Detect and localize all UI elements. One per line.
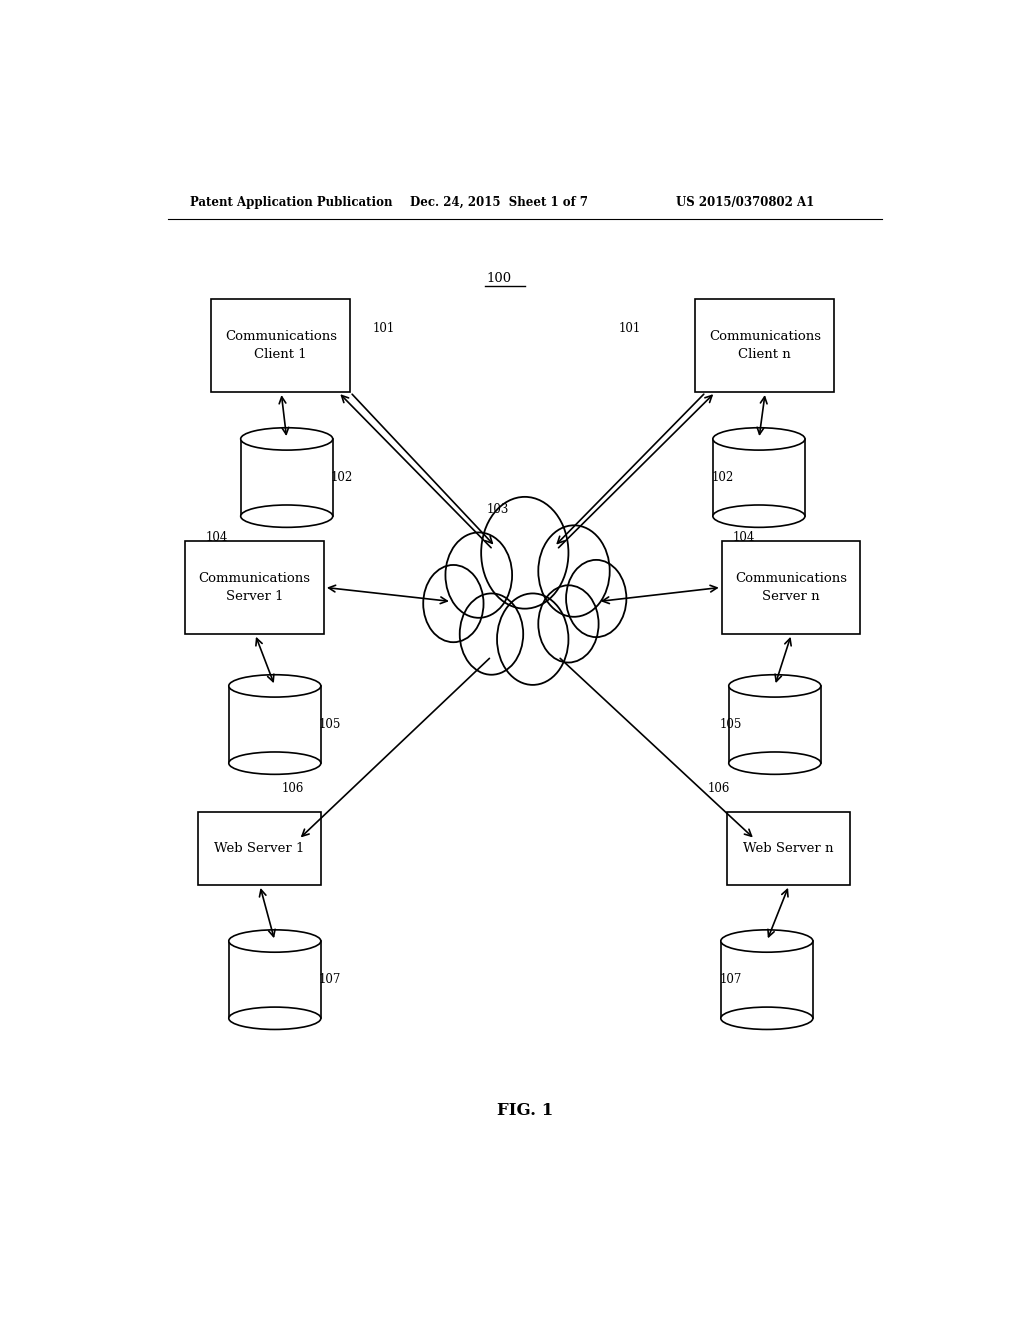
Bar [228,686,321,763]
Ellipse shape [729,675,821,697]
Bar [241,440,333,516]
FancyBboxPatch shape [211,298,350,392]
Text: 106: 106 [709,781,730,795]
Ellipse shape [228,752,321,775]
Text: 105: 105 [719,718,741,731]
Circle shape [539,525,609,616]
Text: 104: 104 [206,531,228,544]
FancyBboxPatch shape [722,541,860,634]
Text: Dec. 24, 2015  Sheet 1 of 7: Dec. 24, 2015 Sheet 1 of 7 [410,195,588,209]
Ellipse shape [713,428,805,450]
Text: 101: 101 [373,322,394,335]
Bar [228,941,321,1018]
Ellipse shape [228,929,321,952]
Ellipse shape [713,506,805,528]
Circle shape [539,585,599,663]
Text: Web Server n: Web Server n [743,842,834,855]
Ellipse shape [241,506,333,528]
FancyBboxPatch shape [198,812,321,886]
Text: Communications
Server n: Communications Server n [735,572,847,603]
Circle shape [497,594,568,685]
Circle shape [445,532,512,618]
Ellipse shape [228,1007,321,1030]
Text: 101: 101 [618,322,641,335]
FancyBboxPatch shape [185,541,324,634]
Ellipse shape [228,675,321,697]
Text: FIG. 1: FIG. 1 [497,1102,553,1119]
Ellipse shape [729,752,821,775]
Text: 102: 102 [331,471,352,484]
Text: US 2015/0370802 A1: US 2015/0370802 A1 [676,195,814,209]
FancyBboxPatch shape [695,298,835,392]
Text: 106: 106 [282,781,303,795]
Text: Patent Application Publication: Patent Application Publication [189,195,392,209]
Circle shape [481,496,568,609]
Text: 102: 102 [712,471,733,484]
Text: 103: 103 [486,503,509,516]
Ellipse shape [721,929,813,952]
Text: 107: 107 [318,973,341,986]
FancyBboxPatch shape [727,812,850,886]
Bar [729,686,821,763]
Ellipse shape [721,1007,813,1030]
Circle shape [460,594,523,675]
Bar [721,941,813,1018]
Bar [713,440,805,516]
Text: Communications
Client n: Communications Client n [709,330,821,360]
Text: 104: 104 [733,531,755,544]
Text: Web Server 1: Web Server 1 [214,842,304,855]
Circle shape [566,560,627,638]
Text: 107: 107 [719,973,741,986]
Text: Communications
Client 1: Communications Client 1 [225,330,337,360]
Ellipse shape [241,428,333,450]
Text: 105: 105 [318,718,341,731]
Text: Communications
Server 1: Communications Server 1 [199,572,310,603]
Text: 100: 100 [486,272,512,285]
Circle shape [423,565,483,643]
